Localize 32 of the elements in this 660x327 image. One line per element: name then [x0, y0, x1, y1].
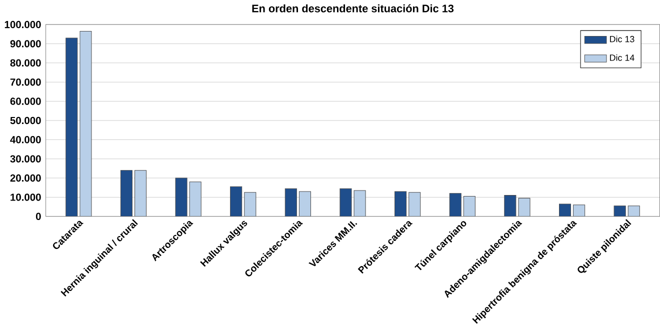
legend-label: Dic 14 — [610, 54, 634, 61]
bar — [284, 188, 297, 216]
bar — [244, 192, 256, 216]
y-tick-label: 60.000 — [10, 97, 41, 105]
y-tick-label: 90.000 — [10, 40, 41, 48]
y-tick-label: 0 — [36, 212, 41, 220]
y-tick-label: 80.000 — [10, 59, 41, 66]
bar — [449, 192, 462, 216]
bar — [80, 30, 92, 216]
y-tick-label: 50.000 — [10, 116, 41, 124]
bar — [66, 38, 78, 216]
chart-title: En orden descendente situación Dic 13 — [252, 4, 454, 12]
bar — [175, 178, 188, 216]
bar — [120, 170, 132, 216]
bar — [189, 181, 202, 216]
bar — [573, 204, 586, 216]
bar — [408, 192, 421, 216]
bar — [298, 191, 311, 216]
y-tick-label: 30.000 — [10, 155, 41, 162]
bar — [628, 205, 640, 216]
bar — [134, 170, 147, 216]
y-tick-label: 100.000 — [4, 20, 41, 28]
bar — [558, 203, 572, 216]
y-tick-label: 70.000 — [10, 78, 41, 86]
y-tick-label: 20.000 — [10, 174, 41, 182]
y-tick-label: 40.000 — [10, 136, 41, 144]
bar — [230, 186, 242, 216]
bar — [394, 191, 407, 216]
bar — [463, 196, 476, 216]
y-tick-label: 10.000 — [10, 193, 41, 201]
legend-label: Dic 13 — [610, 35, 634, 42]
bar — [614, 205, 626, 216]
